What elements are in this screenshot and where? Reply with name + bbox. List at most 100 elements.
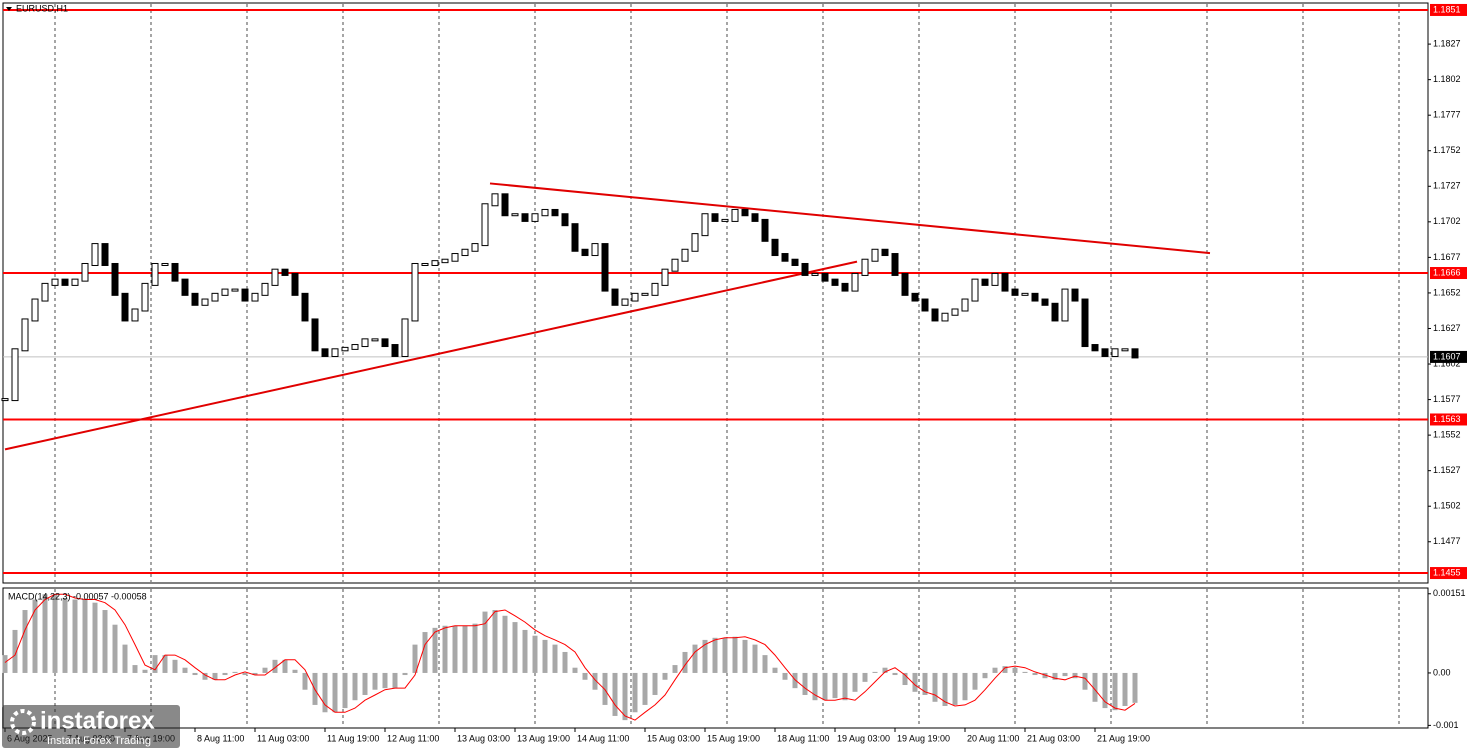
candle bbox=[701, 213, 709, 237]
level-label: 1.1666 bbox=[1433, 267, 1461, 277]
macd-bar bbox=[842, 672, 848, 701]
macd-bar bbox=[102, 610, 108, 673]
logo-name: instaforex bbox=[40, 707, 155, 734]
macd-bar bbox=[1022, 671, 1028, 673]
y-tick-label: -0.001 bbox=[1433, 720, 1459, 730]
candle bbox=[781, 253, 789, 262]
macd-bar bbox=[1072, 672, 1078, 679]
macd-bar bbox=[142, 669, 148, 673]
candle bbox=[1001, 272, 1009, 292]
candle bbox=[621, 298, 629, 306]
macd-bar bbox=[172, 659, 178, 673]
logo-icon bbox=[10, 709, 36, 735]
trendline bbox=[4, 260, 858, 451]
candle bbox=[1111, 348, 1119, 357]
x-tick-label: 13 Aug 03:00 bbox=[457, 733, 510, 743]
macd-bar bbox=[222, 672, 228, 676]
macd-bar bbox=[1082, 672, 1088, 690]
macd-bar bbox=[1012, 667, 1018, 673]
x-tick-label: 13 Aug 19:00 bbox=[517, 733, 570, 743]
y-tick-label: 1.1527 bbox=[1433, 465, 1461, 475]
x-tick-label: 14 Aug 11:00 bbox=[577, 733, 629, 743]
candle bbox=[1091, 344, 1099, 352]
x-tick-label: 11 Aug 19:00 bbox=[327, 733, 379, 743]
candle bbox=[1071, 288, 1079, 302]
macd-bar bbox=[772, 667, 778, 673]
macd-bar bbox=[122, 644, 128, 673]
x-tick-label: 21 Aug 03:00 bbox=[1027, 733, 1080, 743]
macd-bar bbox=[782, 672, 788, 680]
candle bbox=[941, 312, 949, 322]
candle bbox=[371, 338, 379, 342]
macd-bar bbox=[472, 623, 478, 673]
macd-bar bbox=[822, 672, 828, 701]
macd-bar bbox=[462, 625, 468, 673]
candle bbox=[61, 278, 69, 286]
chart-title: EURUSD,H1 bbox=[16, 3, 68, 13]
candle bbox=[191, 292, 199, 306]
macd-bar bbox=[712, 637, 718, 673]
candle bbox=[1051, 302, 1059, 322]
y-tick-label: 1.1752 bbox=[1433, 145, 1461, 155]
macd-bar bbox=[1032, 672, 1038, 676]
candle bbox=[1031, 292, 1039, 302]
x-tick-label: 21 Aug 19:00 bbox=[1097, 733, 1150, 743]
macd-bar bbox=[532, 635, 538, 673]
candle bbox=[71, 278, 79, 286]
candle bbox=[741, 208, 749, 217]
macd-bar bbox=[352, 672, 358, 701]
macd-bar bbox=[42, 594, 48, 673]
candle bbox=[111, 262, 119, 296]
y-tick-label: 1.1602 bbox=[1433, 358, 1461, 368]
macd-bar bbox=[132, 665, 138, 673]
macd-bar bbox=[802, 672, 808, 695]
macd-bar bbox=[332, 672, 338, 713]
candle bbox=[671, 258, 679, 272]
candle bbox=[51, 278, 59, 286]
candle bbox=[601, 243, 609, 292]
macd-bar bbox=[622, 672, 628, 721]
trendline bbox=[489, 182, 1211, 255]
macd-bar bbox=[642, 672, 648, 705]
macd-bar bbox=[592, 672, 598, 690]
x-tick-label: 18 Aug 11:00 bbox=[777, 733, 829, 743]
macd-bar bbox=[242, 672, 248, 676]
macd-bar bbox=[932, 672, 938, 702]
candle bbox=[1021, 292, 1029, 296]
macd-bar bbox=[552, 644, 558, 673]
macd-bar bbox=[612, 672, 618, 716]
macd-bar bbox=[382, 672, 388, 689]
candle bbox=[121, 292, 129, 322]
candle bbox=[381, 338, 389, 348]
candle bbox=[201, 298, 209, 306]
macd-bar bbox=[252, 672, 258, 676]
y-tick-label: 1.1827 bbox=[1433, 38, 1461, 48]
macd-bar bbox=[412, 644, 418, 673]
level-label: 1.1851 bbox=[1433, 4, 1461, 14]
macd-bar bbox=[212, 672, 218, 680]
macd-bar bbox=[72, 599, 78, 673]
candle bbox=[101, 243, 109, 266]
macd-bar bbox=[282, 659, 288, 673]
candle bbox=[341, 346, 349, 352]
x-tick-label: 19 Aug 03:00 bbox=[837, 733, 890, 743]
candle bbox=[491, 193, 499, 207]
macd-bar bbox=[22, 610, 28, 673]
candle bbox=[471, 243, 479, 252]
candle bbox=[961, 298, 969, 312]
macd-bar bbox=[582, 672, 588, 680]
y-tick-label: 1.1677 bbox=[1433, 252, 1461, 262]
candle bbox=[441, 258, 449, 264]
candle bbox=[261, 282, 269, 296]
candle bbox=[151, 262, 159, 286]
macd-bar bbox=[362, 672, 368, 695]
macd-bar bbox=[882, 667, 888, 673]
candle bbox=[231, 288, 239, 292]
logo-bg bbox=[2, 705, 180, 748]
macd-bar bbox=[1132, 672, 1138, 703]
candle bbox=[451, 253, 459, 262]
candle bbox=[21, 318, 29, 352]
title-arrow bbox=[6, 7, 12, 11]
macd-bar bbox=[922, 672, 928, 695]
candle bbox=[351, 344, 359, 350]
